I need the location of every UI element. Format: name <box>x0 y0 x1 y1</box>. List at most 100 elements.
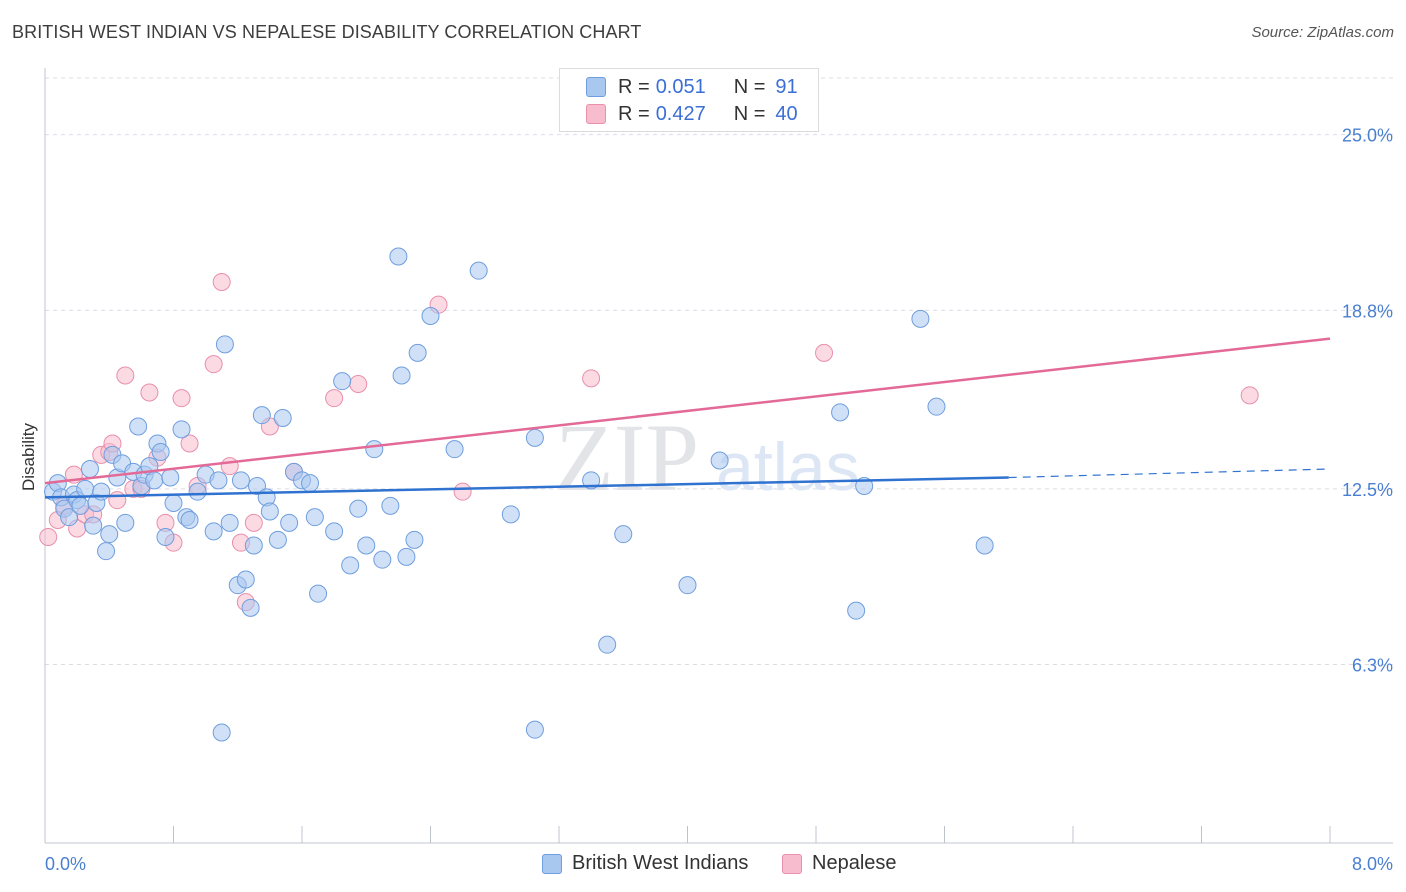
y-tick-label: 25.0% <box>1342 126 1393 146</box>
bwi-point <box>598 635 617 654</box>
bwi-point <box>405 530 424 549</box>
bwi-point <box>236 570 255 589</box>
bwi-point <box>501 505 520 524</box>
bwi-point <box>231 471 250 490</box>
bwi-point <box>349 499 368 518</box>
bwi-point <box>76 479 95 498</box>
bottom-legend: British West Indians Nepalese <box>0 852 1406 878</box>
bwi-point <box>280 513 299 532</box>
bwi-point <box>97 542 116 561</box>
y-tick-label: 6.3% <box>1352 656 1393 676</box>
bwi-point <box>373 550 392 569</box>
legend-n-value: 91 <box>775 75 798 98</box>
y-tick-label: 18.8% <box>1342 301 1393 321</box>
bwi-point <box>357 536 376 555</box>
bwi-point <box>129 417 148 436</box>
legend-n-label: N = <box>733 102 766 125</box>
bwi-point <box>84 516 103 535</box>
nepalese-point <box>116 366 135 385</box>
bwi-point <box>325 522 344 541</box>
nepalese-point <box>815 343 834 362</box>
bottom-legend-swatch-blue <box>542 853 562 874</box>
watermark-atlas: atlas <box>716 429 860 505</box>
bwi-point <box>156 528 175 546</box>
bwi-point <box>161 468 180 487</box>
bwi-trend-line <box>44 476 1009 499</box>
bwi-point <box>260 502 279 521</box>
bwi-point <box>341 556 360 575</box>
bwi-point <box>252 406 271 425</box>
legend-row-bwi: R = 0.051 N = 91 <box>586 75 798 99</box>
bwi-point <box>244 536 263 555</box>
bwi-point <box>301 474 320 493</box>
nepalese-point <box>1240 386 1259 405</box>
bwi-point <box>710 451 729 470</box>
nepalese-point <box>325 389 344 408</box>
bwi-trend-extension <box>1008 468 1331 479</box>
bwi-point <box>92 482 111 501</box>
bwi-point <box>389 247 408 266</box>
bwi-point <box>204 522 223 541</box>
nepalese-point <box>453 482 472 501</box>
bottom-legend-swatch-pink <box>782 853 802 874</box>
bwi-point <box>582 471 601 490</box>
bwi-point <box>209 471 228 490</box>
y-axis-label: Disability <box>19 422 38 491</box>
tick-labels: 6.3% 12.5% 18.8% 25.0% 0.0% 8.0% <box>45 126 1393 874</box>
nepalese-point <box>244 513 263 532</box>
x-tick-label: 8.0% <box>1352 854 1393 874</box>
bwi-point <box>215 335 234 354</box>
nepalese-point <box>220 457 239 476</box>
bwi-point <box>212 723 231 742</box>
legend-r-label: R = <box>618 75 650 98</box>
nepalese-point <box>140 383 159 402</box>
legend: R = 0.051 N = 91 R = 0.427 N = 40 <box>559 68 819 132</box>
legend-swatch-pink <box>586 104 606 124</box>
bwi-point <box>678 576 697 595</box>
x-tick-label: 0.0% <box>45 854 86 874</box>
bwi-point <box>273 409 292 427</box>
nepalese-point <box>204 355 223 374</box>
legend-n-label: N = <box>733 75 766 98</box>
bwi-point <box>469 261 488 280</box>
bwi-point <box>614 525 633 544</box>
legend-r-value: 0.051 <box>655 75 706 98</box>
bwi-point <box>831 403 850 422</box>
bwi-point <box>180 511 199 529</box>
bwi-point <box>408 343 427 362</box>
bwi-point <box>847 601 866 620</box>
bwi-point <box>220 513 239 532</box>
nepalese-point <box>39 528 58 546</box>
bwi-point <box>365 440 384 459</box>
nepalese-trend-line <box>44 337 1331 485</box>
nepalese-point <box>582 369 601 388</box>
bwi-point <box>145 471 164 490</box>
source-label: Source: ZipAtlas.com <box>1251 24 1394 41</box>
bwi-point <box>525 720 544 739</box>
legend-n-value: 40 <box>775 102 798 125</box>
bwi-point <box>333 372 352 391</box>
nepalese-point <box>108 491 127 510</box>
nepalese-point <box>180 434 199 453</box>
bwi-point <box>381 496 400 515</box>
bwi-points <box>44 247 994 742</box>
bwi-point <box>151 443 170 461</box>
nepalese-point <box>349 375 368 393</box>
bwi-point <box>421 307 440 325</box>
nepalese-point <box>172 389 191 408</box>
bottom-legend-bwi: British West Indians <box>542 852 748 875</box>
y-tick-label: 12.5% <box>1342 480 1393 500</box>
bwi-point <box>188 482 207 501</box>
bwi-point <box>525 428 544 447</box>
legend-row-nepalese: R = 0.427 N = 40 <box>586 102 798 126</box>
bottom-legend-label: British West Indians <box>572 852 749 874</box>
trend-lines <box>44 337 1331 499</box>
bwi-point <box>927 397 946 416</box>
bwi-point <box>397 547 416 566</box>
bwi-point <box>80 460 99 478</box>
axes <box>44 68 1393 844</box>
bwi-point <box>71 496 90 515</box>
legend-swatch-blue <box>586 77 606 97</box>
bwi-point <box>268 530 287 549</box>
